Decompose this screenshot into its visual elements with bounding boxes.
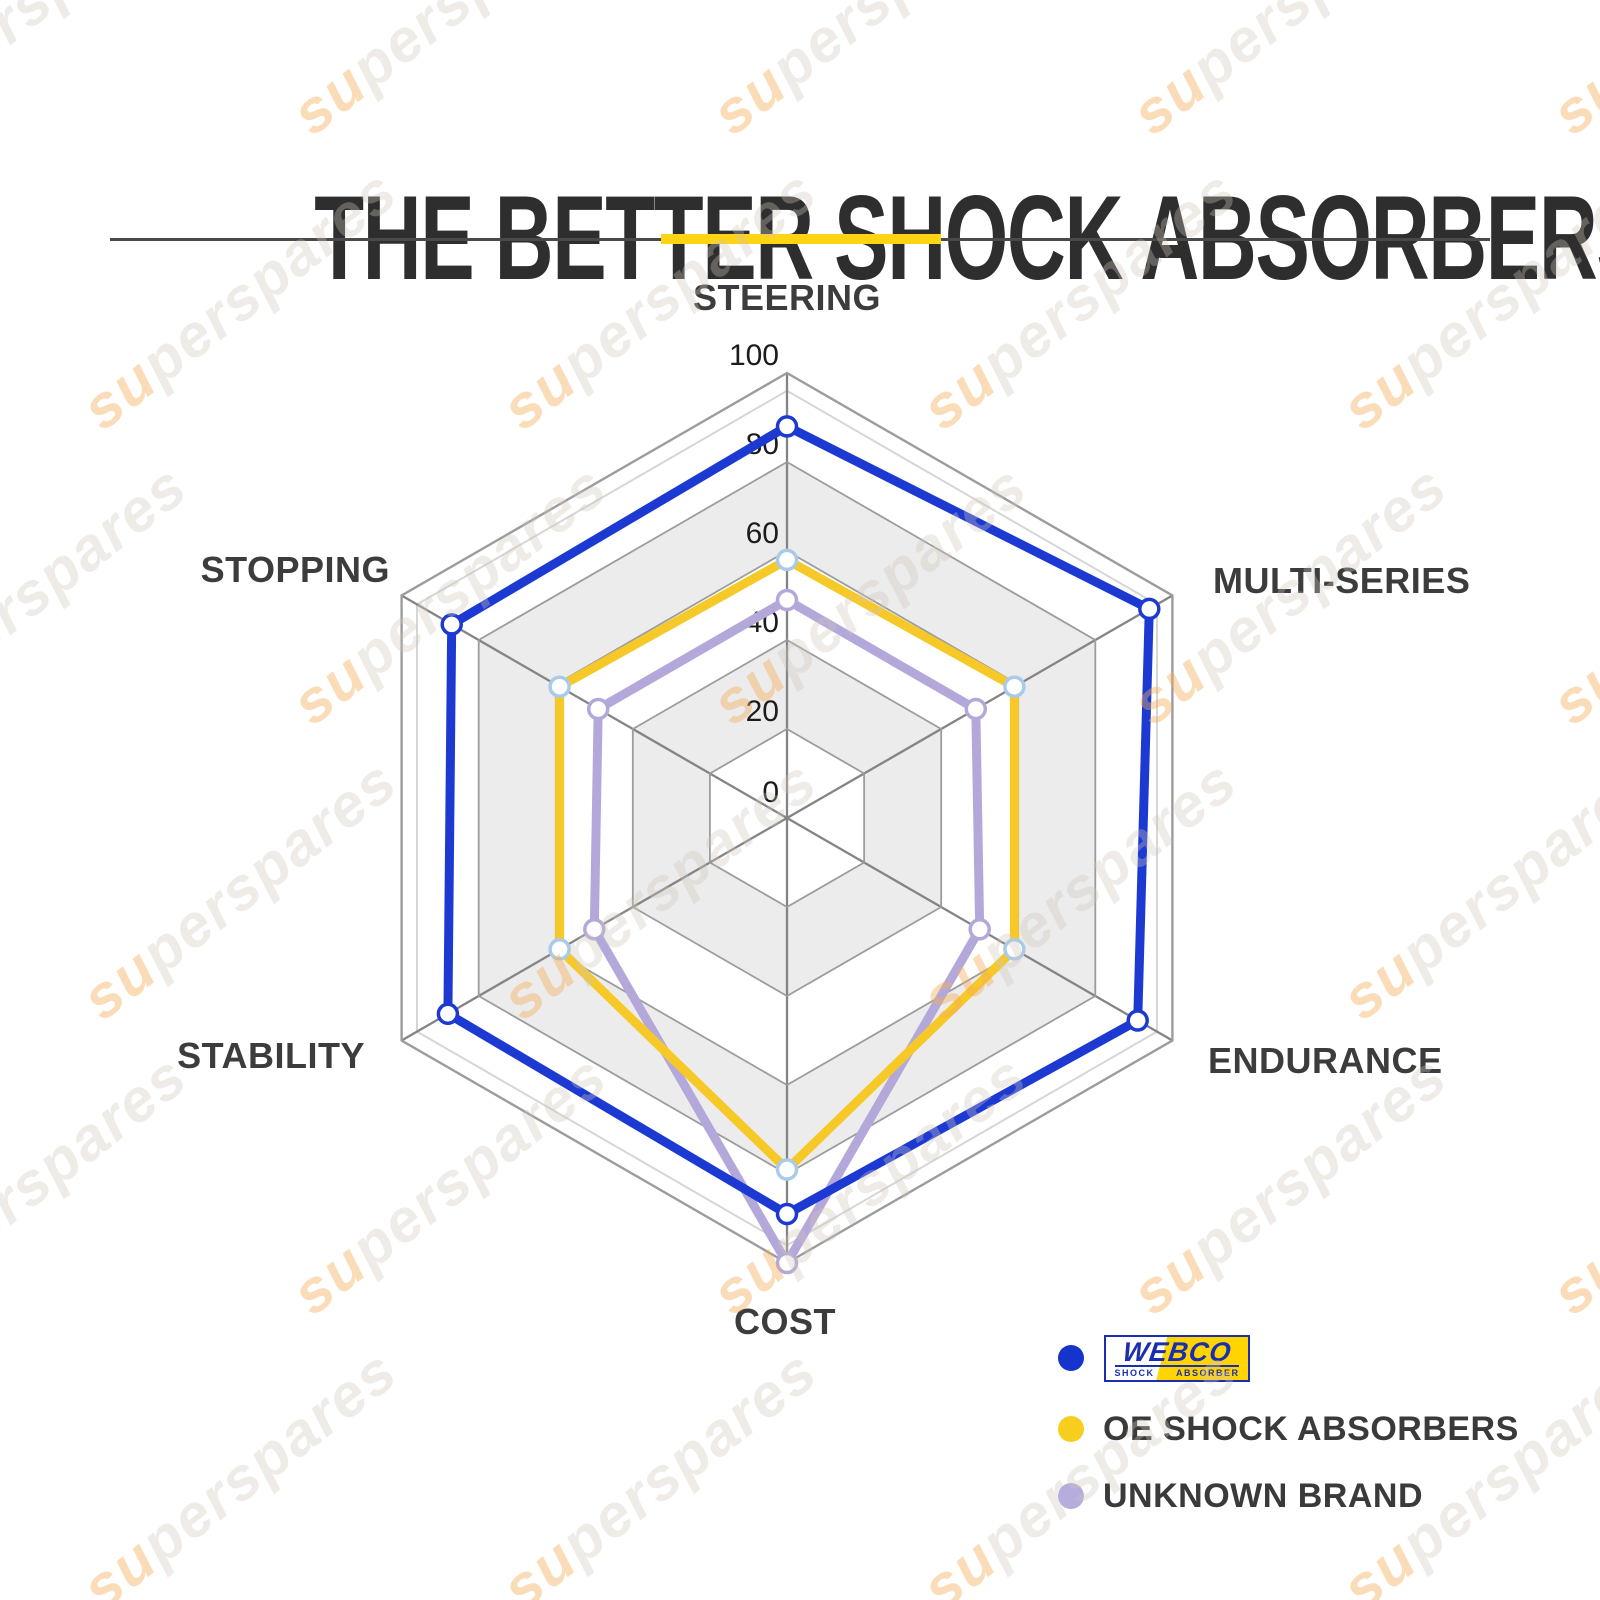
legend-dot-webco-icon [1058, 1345, 1084, 1371]
axis-label-stopping: STOPPING [200, 549, 390, 590]
legend-dot-unknown-icon [1058, 1483, 1084, 1509]
tick-label: 100 [729, 339, 779, 372]
legend-item-webco: WEBCO SHOCK ABSORBER [1058, 1334, 1250, 1382]
series-marker-unknown-brand [968, 918, 991, 941]
tick-label: 0 [762, 776, 779, 809]
series-marker-oe-shock-absorbers [775, 1158, 799, 1181]
axis-label-multi-series: MULTI-SERIES [1213, 560, 1471, 601]
webco-logo-subtitle-right: ABSORBER [1175, 1367, 1240, 1378]
series-marker-webco [1138, 597, 1161, 621]
series-marker-webco [436, 1002, 460, 1026]
series-marker-oe-shock-absorbers [1003, 938, 1026, 961]
axis-label-cost: COST [733, 1301, 837, 1342]
radar-ring [631, 638, 943, 998]
series-marker-webco [440, 613, 463, 636]
series-marker-unknown-brand [964, 697, 988, 721]
radar-ring [709, 727, 865, 909]
tick-label: 60 [746, 517, 779, 550]
webco-logo-brand: WEBCO [1120, 1336, 1234, 1367]
webco-logo-subtitle: SHOCK ABSORBER [1114, 1364, 1240, 1378]
series-marker-unknown-brand [583, 918, 606, 941]
legend-item-oe: OE SHOCK ABSORBERS [1058, 1405, 1519, 1453]
axis-label-steering: STEERING [692, 277, 882, 318]
series-marker-unknown-brand [775, 588, 799, 612]
webco-logo-subtitle-left: SHOCK [1114, 1367, 1155, 1378]
axis-label-endurance: ENDURANCE [1208, 1040, 1443, 1081]
series-marker-unknown-brand [775, 1251, 799, 1275]
series-marker-oe-shock-absorbers [775, 548, 799, 572]
series-marker-unknown-brand [586, 697, 610, 721]
series-marker-webco [775, 415, 799, 438]
series-marker-oe-shock-absorbers [548, 675, 571, 698]
series-marker-webco [775, 1202, 799, 1226]
series-marker-webco [1126, 1009, 1149, 1032]
series-marker-oe-shock-absorbers [548, 938, 571, 961]
series-marker-oe-shock-absorbers [1003, 675, 1026, 698]
legend-label-unknown: UNKNOWN BRAND [1103, 1476, 1424, 1515]
tick-label: 20 [746, 695, 779, 728]
axis-label-stability: STABILITY [177, 1035, 365, 1076]
legend-label-oe: OE SHOCK ABSORBERS [1103, 1409, 1519, 1448]
legend-item-unknown: UNKNOWN BRAND [1058, 1472, 1423, 1520]
title-divider-accent [661, 234, 941, 244]
webco-logo: WEBCO SHOCK ABSORBER [1104, 1334, 1250, 1382]
legend-dot-oe-icon [1058, 1416, 1084, 1442]
